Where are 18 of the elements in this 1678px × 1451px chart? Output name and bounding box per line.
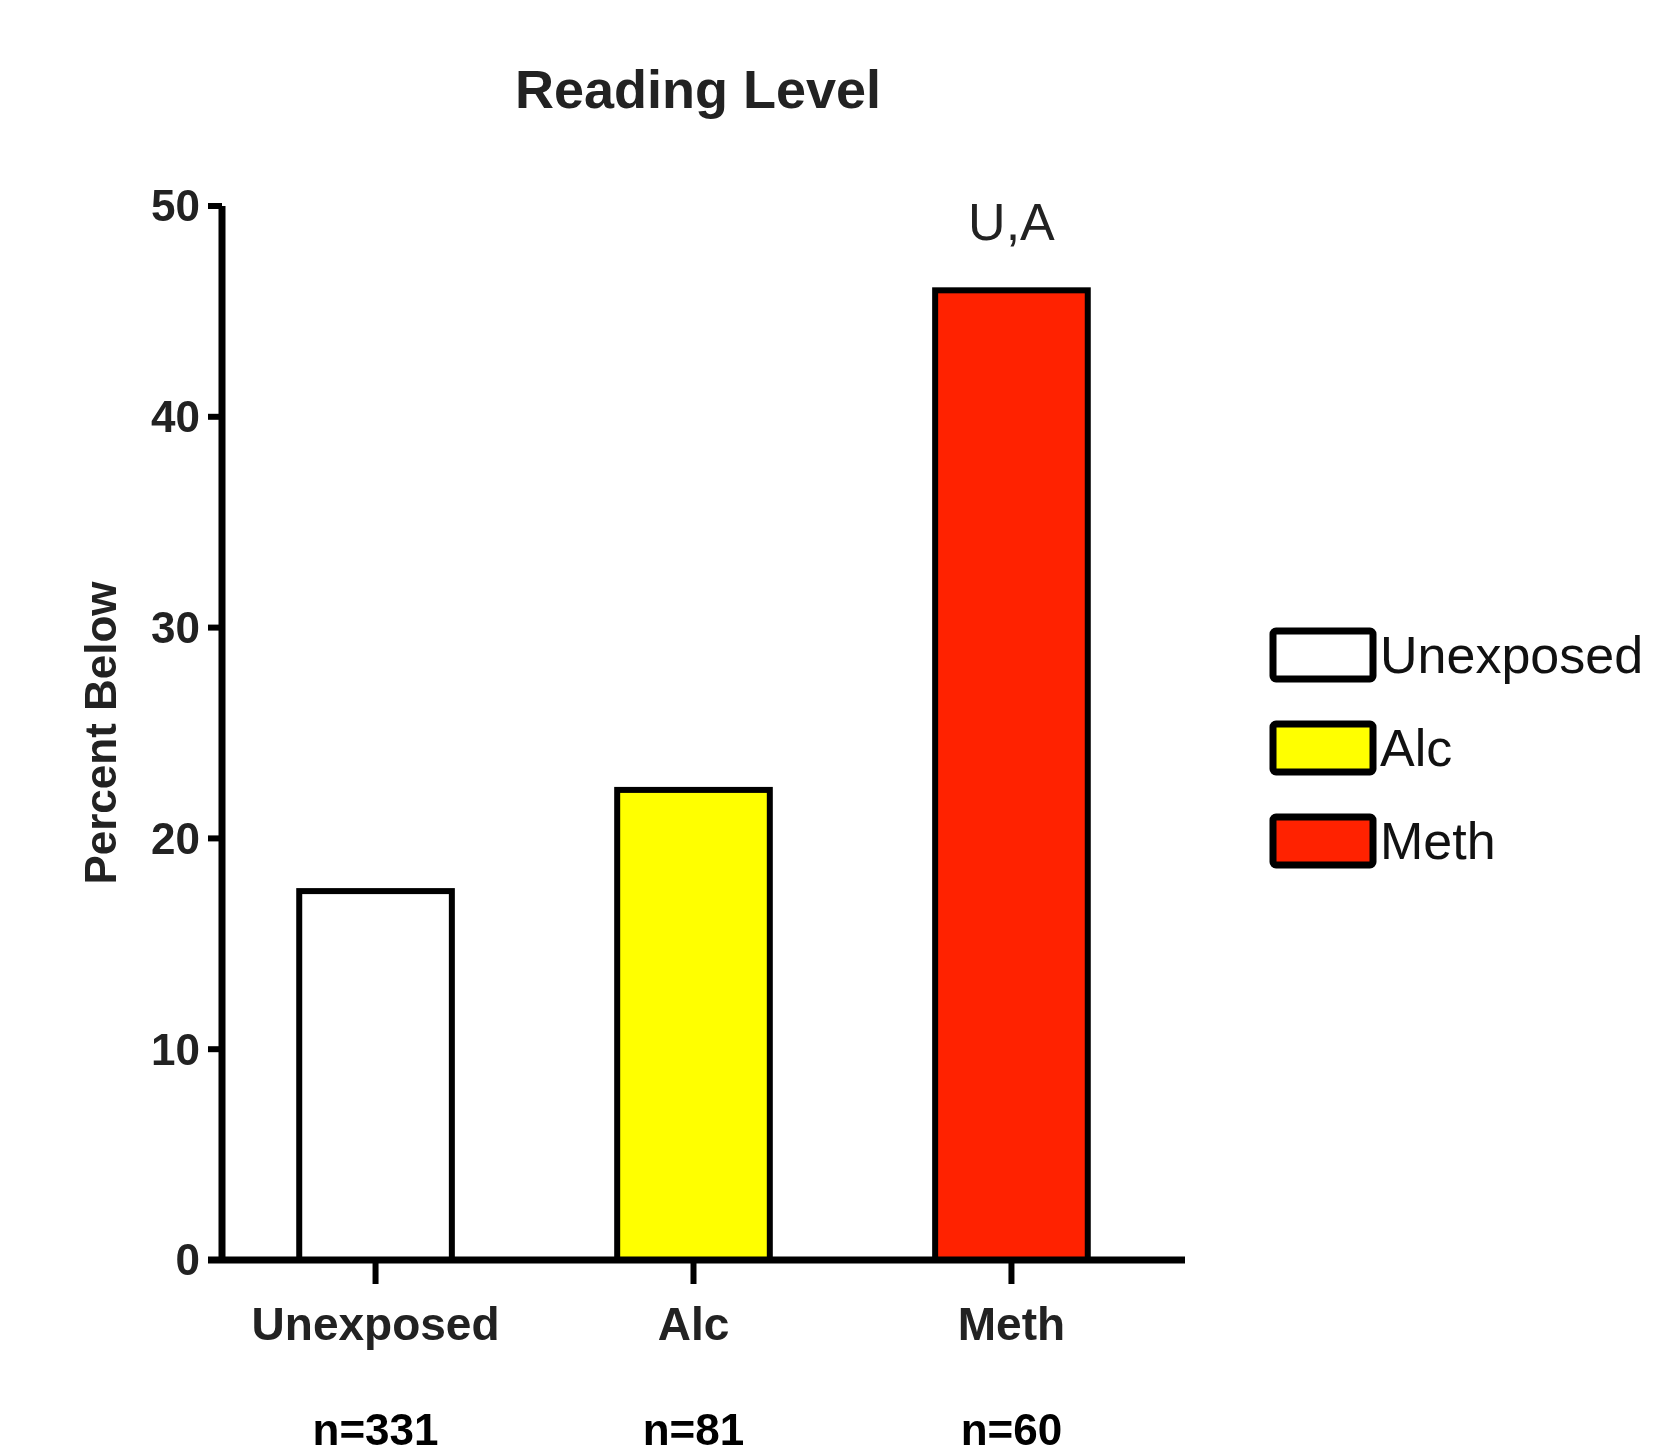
chart-title: Reading Level	[514, 59, 882, 119]
y-tick-label: 10	[151, 1024, 200, 1074]
text: n=60	[960, 1405, 1063, 1451]
y-tick-label: 50	[151, 181, 200, 231]
x-tick-label: Meth	[957, 1298, 1066, 1350]
legend-label: Unexposed	[1380, 626, 1644, 685]
text: n=331	[312, 1405, 439, 1451]
x-tick-label: Alc	[657, 1298, 730, 1350]
y-axis-title: Percent Below	[76, 580, 125, 885]
legend-label: Meth	[1380, 812, 1496, 871]
annotation: U,A	[968, 193, 1056, 252]
x-tick-label: Unexposed	[251, 1298, 500, 1350]
y-tick-label: 0	[175, 1235, 200, 1285]
y-tick-label: 20	[151, 813, 200, 863]
y-tick-label: 30	[151, 603, 200, 652]
legend-label: Alc	[1380, 719, 1453, 778]
y-tick-label: 40	[151, 392, 200, 442]
text: n=81	[642, 1405, 745, 1451]
